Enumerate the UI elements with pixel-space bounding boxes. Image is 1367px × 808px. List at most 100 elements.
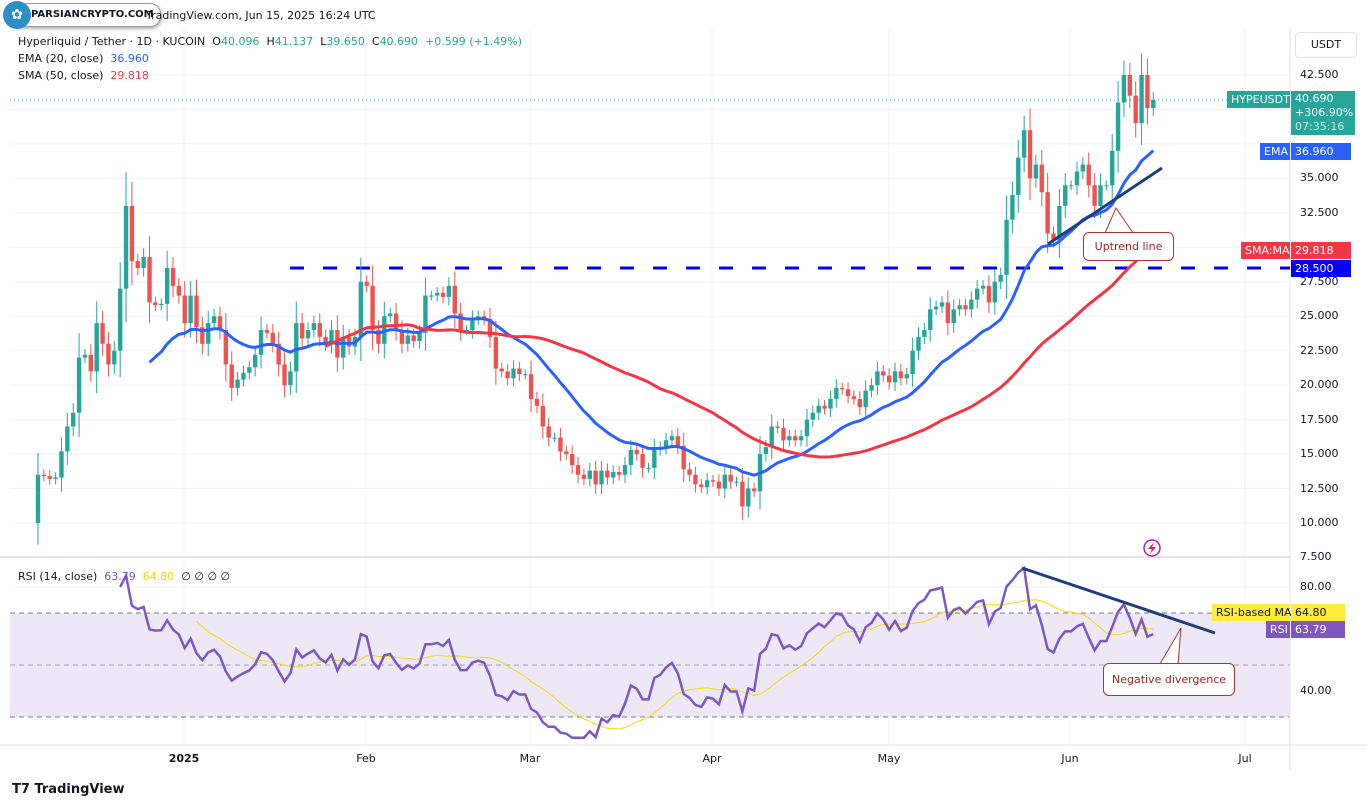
- candle-body: [704, 480, 710, 488]
- candle: [1110, 133, 1115, 203]
- candle: [734, 476, 739, 487]
- candle-body: [182, 295, 187, 324]
- rsi-legend[interactable]: RSI (14, close) 63.79 64.80 ∅ ∅ ∅ ∅: [18, 570, 230, 583]
- candle-body: [94, 323, 99, 372]
- candle: [487, 307, 493, 348]
- candle: [822, 400, 827, 415]
- candle-body: [194, 295, 199, 328]
- candle-body: [523, 374, 528, 376]
- candle-body: [734, 481, 739, 483]
- symbol-legend[interactable]: Hyperliquid / Tether · 1D · KUCOIN O40.0…: [18, 35, 522, 48]
- candle: [611, 465, 616, 485]
- candle-body: [264, 330, 270, 333]
- candle: [975, 279, 980, 309]
- price-tick: 17.500: [1300, 412, 1339, 426]
- candle: [141, 248, 146, 277]
- candle: [980, 280, 986, 295]
- sma-legend[interactable]: SMA (50, close) 29.818: [18, 69, 149, 82]
- candle-body: [793, 436, 798, 441]
- candle-body: [1068, 185, 1074, 187]
- candle-body: [429, 295, 434, 297]
- candle-body: [851, 396, 857, 399]
- divergence-callout[interactable]: Negative divergence: [1103, 663, 1235, 696]
- candle: [810, 405, 816, 427]
- candle: [1057, 189, 1062, 258]
- candle-body: [341, 336, 346, 358]
- candle-body: [88, 354, 94, 372]
- candle: [933, 300, 939, 316]
- candle-body: [106, 343, 111, 365]
- candle-body: [652, 449, 657, 468]
- candle: [1151, 92, 1156, 116]
- candle-body: [904, 374, 909, 379]
- candle-body: [1010, 194, 1015, 220]
- ema-line: [148, 149, 1155, 477]
- time-tick: Jun: [1061, 752, 1079, 765]
- candle-body: [628, 449, 634, 466]
- candle: [505, 364, 510, 386]
- candle-body: [834, 387, 839, 399]
- price-badge-change: +306.90%: [1295, 106, 1354, 119]
- candle-body: [217, 316, 223, 331]
- candle-body: [798, 436, 804, 441]
- candle: [35, 453, 41, 545]
- rsi-trend-line[interactable]: [1021, 566, 1216, 635]
- candle: [564, 445, 569, 460]
- candle: [1145, 58, 1150, 125]
- candle: [599, 460, 604, 495]
- candle: [634, 443, 639, 461]
- candle-body: [200, 327, 205, 344]
- time-tick: Jul: [1238, 752, 1252, 765]
- candle-body: [53, 477, 58, 479]
- candle-body: [804, 419, 810, 437]
- candle: [294, 301, 299, 394]
- candle-body: [746, 488, 751, 507]
- candle-body: [41, 474, 47, 477]
- candle: [886, 368, 892, 390]
- candle: [247, 360, 252, 380]
- candle: [945, 290, 951, 336]
- candle: [71, 403, 76, 437]
- candle-body: [323, 336, 328, 344]
- candle: [388, 307, 393, 323]
- candle-body: [370, 285, 375, 331]
- candle: [282, 352, 287, 398]
- candle: [863, 380, 868, 418]
- candle: [804, 408, 810, 447]
- candle-body: [270, 332, 275, 344]
- candle-body: [975, 288, 980, 300]
- tradingview-brand[interactable]: 𝗧𝟳 TradingView: [12, 782, 125, 797]
- close-label: C: [371, 35, 380, 48]
- candle: [229, 351, 234, 401]
- candle-body: [810, 412, 816, 420]
- candle: [963, 298, 968, 316]
- candle-body: [816, 405, 821, 413]
- candle: [147, 236, 152, 324]
- ema-legend[interactable]: EMA (20, close) 36.960: [18, 52, 149, 65]
- candle: [1004, 195, 1009, 299]
- uptrend-line[interactable]: [1047, 166, 1163, 246]
- candle-body: [1086, 164, 1091, 186]
- candle-body: [933, 306, 939, 310]
- candle-body: [1110, 150, 1115, 186]
- candle: [728, 467, 733, 489]
- candle-body: [440, 292, 446, 297]
- candle: [910, 337, 915, 388]
- candle-body: [616, 471, 622, 475]
- candle: [998, 267, 1003, 289]
- candle: [1039, 150, 1044, 207]
- candle-body: [1033, 164, 1039, 179]
- low-value: 39.650: [326, 35, 365, 48]
- candle-body: [276, 343, 281, 365]
- candle-body: [769, 426, 774, 448]
- watermark-logo-icon: ✿: [3, 1, 31, 29]
- candle: [364, 275, 369, 293]
- uptrend-callout[interactable]: Uptrend line: [1083, 232, 1174, 261]
- candle: [123, 172, 129, 323]
- candle: [951, 299, 956, 333]
- candle-body: [822, 405, 827, 409]
- currency-button[interactable]: USDT: [1295, 32, 1357, 58]
- candle-body: [728, 474, 733, 482]
- candle: [112, 341, 117, 375]
